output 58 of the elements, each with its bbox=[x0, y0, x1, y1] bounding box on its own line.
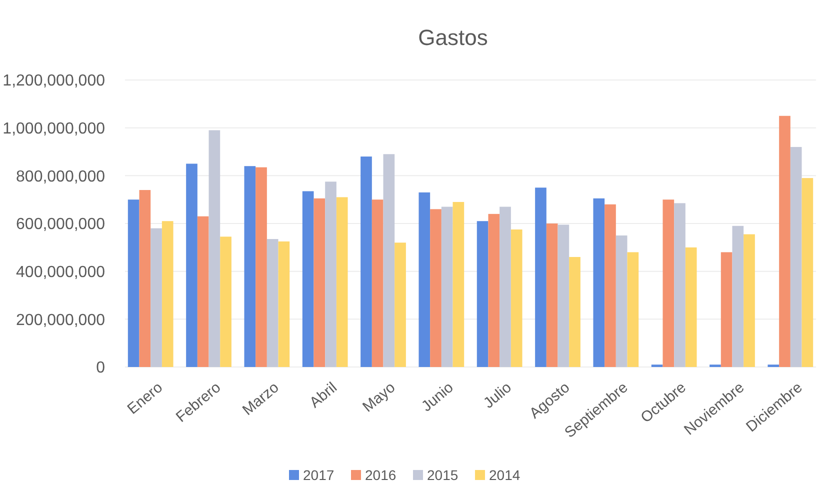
bar bbox=[732, 226, 744, 367]
bar bbox=[314, 198, 326, 367]
bar bbox=[186, 164, 198, 367]
bar bbox=[278, 241, 290, 367]
x-tick-label: Julio bbox=[480, 379, 515, 412]
bar bbox=[790, 146, 802, 367]
bar bbox=[128, 200, 140, 367]
legend-label: 2016 bbox=[365, 466, 396, 483]
bar bbox=[302, 191, 314, 367]
bar bbox=[360, 156, 372, 367]
chart-title: Gastos bbox=[418, 25, 488, 50]
legend-label: 2014 bbox=[489, 466, 520, 483]
bar bbox=[569, 256, 580, 367]
bar bbox=[674, 203, 686, 367]
y-tick-label: 800,000,000 bbox=[16, 168, 106, 186]
legend-label: 2015 bbox=[427, 466, 458, 483]
bar bbox=[510, 229, 522, 367]
bar bbox=[220, 236, 232, 367]
bar bbox=[744, 234, 755, 367]
y-tick-label: 0 bbox=[96, 360, 106, 377]
bar bbox=[488, 214, 500, 367]
bar bbox=[197, 216, 209, 367]
bar bbox=[336, 197, 348, 367]
bar bbox=[476, 221, 488, 367]
bar bbox=[383, 154, 395, 367]
bar bbox=[779, 116, 790, 367]
y-tick-label: 1,200,000,000 bbox=[2, 72, 106, 90]
bar bbox=[604, 204, 616, 367]
legend-label: 2017 bbox=[303, 466, 334, 483]
bar bbox=[685, 247, 697, 367]
bar bbox=[616, 235, 628, 367]
bar bbox=[558, 224, 570, 367]
bar bbox=[150, 228, 162, 367]
bar bbox=[593, 198, 605, 367]
y-tick-label: 400,000,000 bbox=[16, 264, 106, 281]
bar bbox=[394, 242, 406, 367]
y-tick-label: 200,000,000 bbox=[16, 312, 106, 329]
y-tick-label: 600,000,000 bbox=[16, 216, 106, 234]
bar bbox=[139, 190, 151, 367]
bar bbox=[325, 182, 336, 367]
bar bbox=[627, 252, 639, 367]
bar bbox=[535, 188, 546, 367]
bar bbox=[208, 130, 220, 367]
bar bbox=[662, 200, 674, 367]
bar bbox=[546, 224, 558, 367]
bar bbox=[244, 166, 256, 367]
bar bbox=[500, 206, 511, 367]
y-tick-label: 1,000,000,000 bbox=[2, 120, 106, 138]
bar bbox=[720, 252, 732, 367]
bar bbox=[256, 167, 267, 367]
bar bbox=[266, 239, 278, 367]
bar bbox=[418, 192, 430, 367]
bar bbox=[452, 202, 464, 367]
bar bbox=[441, 206, 453, 367]
bar bbox=[372, 200, 384, 367]
bar bbox=[802, 178, 814, 367]
bar bbox=[430, 209, 442, 367]
bar bbox=[162, 221, 174, 367]
